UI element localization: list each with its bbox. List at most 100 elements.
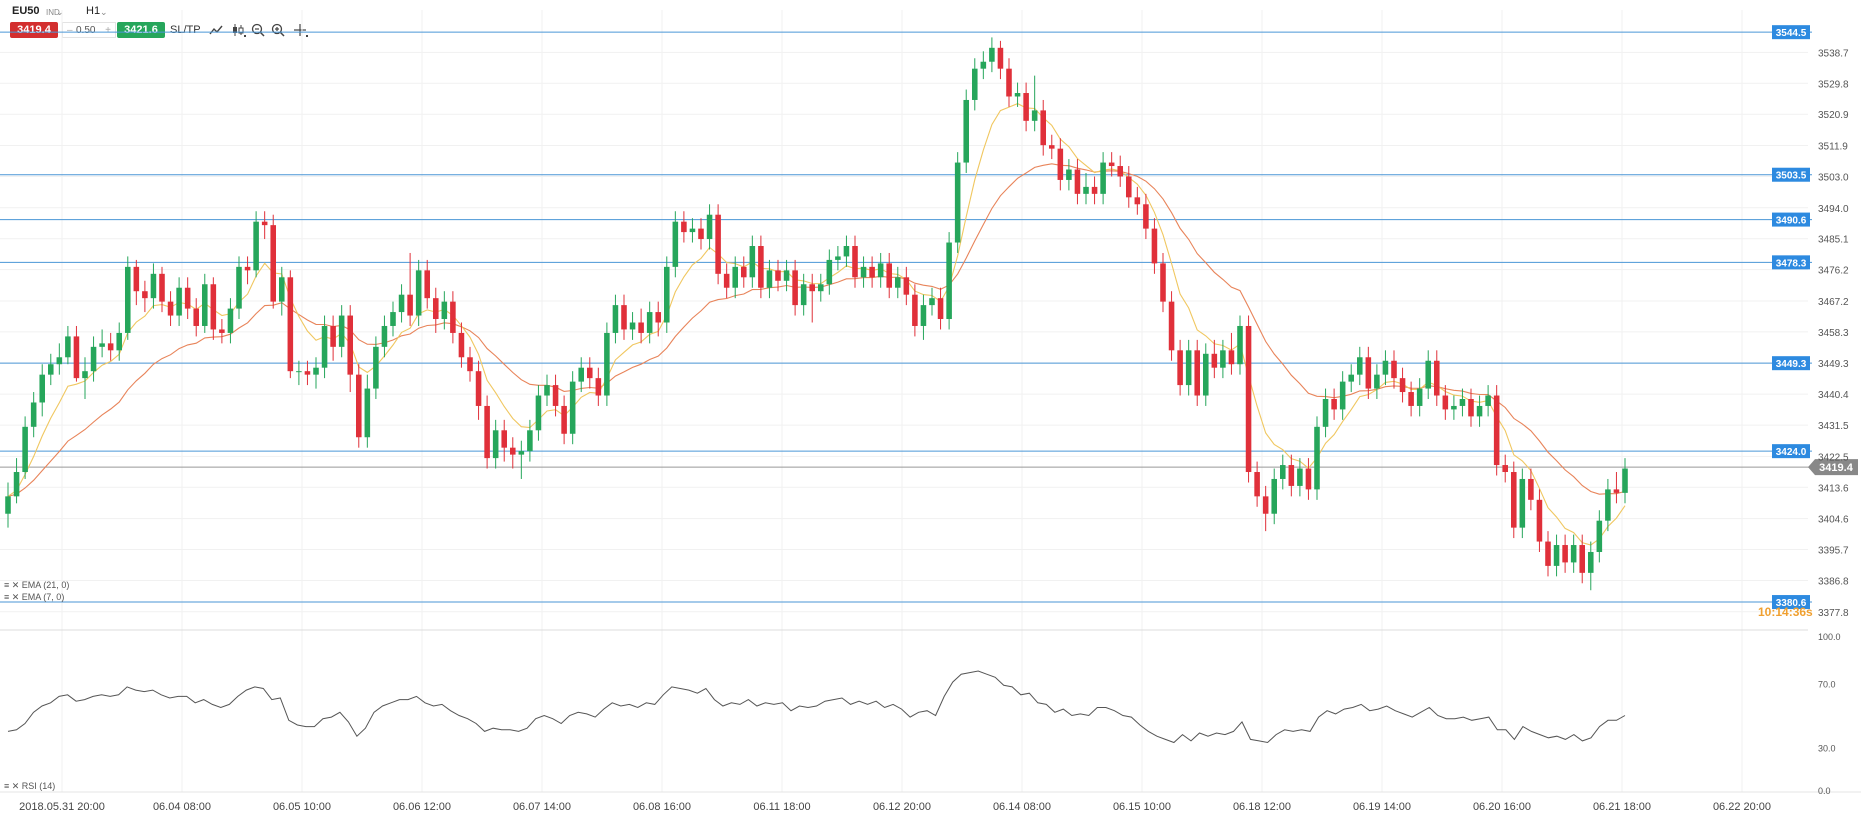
candle [1023,82,1029,132]
crosshair-icon[interactable] [292,22,308,38]
price-tick-label: 3431.5 [1818,421,1849,432]
candle-body [1288,465,1295,486]
sl-tp-button[interactable]: SL/TP [170,24,201,36]
timeframe-selector[interactable]: H1 [86,5,101,17]
candle-body [278,277,285,302]
trendline-icon[interactable] [208,22,224,38]
timeframe-chevron-down-icon[interactable]: ⌄ [100,7,108,17]
candle-body [1502,465,1509,473]
candle-body [997,47,1004,69]
price-tick-label: 3413.6 [1818,483,1849,494]
candle [1442,385,1449,420]
candle-body [518,451,525,455]
candle [1006,58,1012,107]
candle [963,89,970,173]
candle-body [313,367,319,375]
candle-type-icon[interactable] [230,22,246,38]
candle-body [937,298,944,320]
candle [706,204,713,250]
price-tick-label: 3458.3 [1818,328,1849,339]
candle [73,325,80,382]
candle-body [441,301,448,320]
candle-body [963,99,970,163]
menu-icon[interactable]: ≡ ✕ [4,781,22,791]
candle-body [1228,350,1235,365]
candle-body [167,301,174,316]
candle [1528,468,1534,511]
candle [1048,134,1055,160]
price-tick-label: 3467.2 [1818,297,1849,308]
candle-body [1605,489,1611,521]
candle [1468,388,1474,427]
candle [1519,468,1526,539]
candle-body [90,346,97,372]
candle [518,440,525,479]
candle [723,263,730,299]
candle-body [723,273,730,288]
candle-body [1134,197,1141,205]
menu-icon[interactable]: ≡ ✕ [4,592,22,602]
candle-body [1374,374,1380,389]
candle-body [1254,472,1260,497]
price-tick-label: 3440.4 [1818,390,1849,401]
candle-body [1151,228,1158,264]
sell-button[interactable]: 3419.4 [10,22,58,38]
candle [321,315,328,379]
candle-body [124,266,131,333]
candle [1613,472,1620,504]
candle [929,287,935,316]
candle [492,419,499,469]
buy-button[interactable]: 3421.6 [117,22,165,38]
candle-body [698,228,704,240]
candle [13,458,20,504]
candle [1510,461,1517,539]
candle-body [1211,353,1218,368]
candle-body [663,266,670,323]
symbol-name[interactable]: EU50 [12,5,40,17]
rsi-line [7,670,1626,744]
candle [1057,138,1064,191]
level-label: 3449.3 [1772,356,1810,371]
candle [1117,155,1124,187]
candle-body [629,322,636,330]
candle-body [612,305,619,333]
price-tick-label: 3476.2 [1818,266,1849,277]
candle [758,235,764,299]
candle [920,294,927,340]
candle [1108,152,1115,177]
zoom-in-icon[interactable] [270,22,286,38]
symbol-tag: IND [46,8,60,17]
candle [99,329,105,358]
candle-body [1459,398,1466,406]
level-label: 3478.3 [1772,255,1810,270]
candle [1553,534,1560,577]
level-label: 3544.5 [1772,25,1810,40]
candle [578,357,585,393]
menu-icon[interactable]: ≡ ✕ [4,580,22,590]
candle [1031,75,1038,132]
chart-toolbar: EU50 IND ⌄ H1 ⌄ 3419.4 – 0.50 + 3421.6 S… [0,0,1861,40]
candle [210,277,217,340]
candle-body [219,329,225,333]
candle-body [1314,426,1320,490]
candle [1622,458,1628,504]
candle-body [1023,93,1029,121]
candle-body [1365,357,1372,389]
candle-body [330,325,336,347]
candle [1545,531,1551,577]
candle-body [1117,166,1124,177]
ema-7-legend[interactable]: ≡ ✕ EMA (7, 0) [4,592,64,603]
candle-body [1177,350,1183,386]
increase-button[interactable]: + [105,25,111,36]
ema-21-legend[interactable]: ≡ ✕ EMA (21, 0) [4,580,69,591]
rsi-legend[interactable]: ≡ ✕ RSI (14) [4,781,55,792]
decrease-button[interactable]: – [67,25,73,36]
candle [1228,332,1235,375]
symbol-chevron-down-icon[interactable]: ⌄ [56,7,64,17]
candle-body [1066,169,1072,180]
candle [1451,395,1457,420]
volume-value[interactable]: 0.50 [76,25,96,36]
zoom-out-icon[interactable] [250,22,266,38]
candle-body [1433,360,1440,396]
